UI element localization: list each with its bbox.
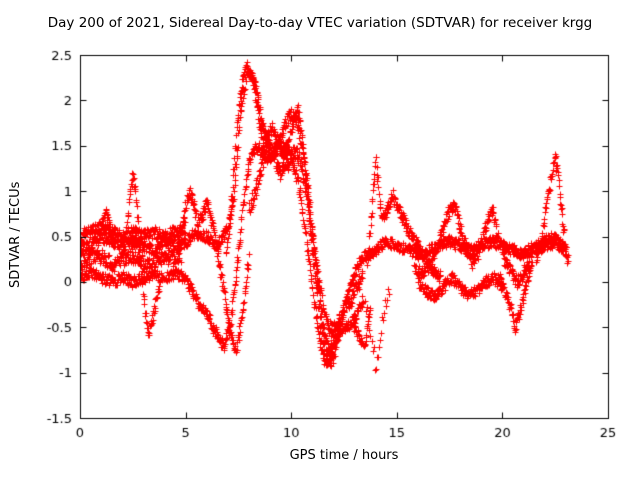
x-axis-label: GPS time / hours — [289, 448, 399, 463]
chart-title: Day 200 of 2021, Sidereal Day-to-day VTE… — [47, 15, 593, 31]
y-axis-label: SDTVAR / TECUs — [8, 181, 23, 288]
